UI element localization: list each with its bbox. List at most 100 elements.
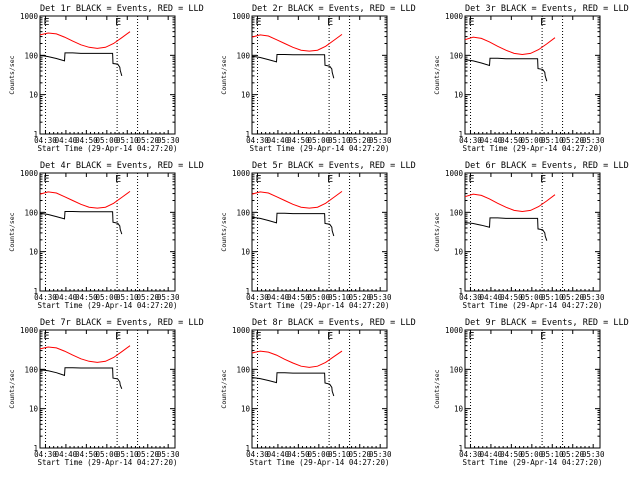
x-tick-label: 04:40: [55, 293, 78, 302]
x-tick-label: 04:30: [34, 293, 57, 302]
x-tick-label: 04:40: [55, 136, 78, 145]
event-end-marker: E: [115, 17, 121, 28]
panel-title: Det 1r BLACK = Events, RED = LLD: [40, 4, 204, 14]
x-tick-label: 05:20: [561, 136, 584, 145]
x-tick-label: 05:30: [157, 293, 180, 302]
x-tick-label: 05:20: [348, 450, 371, 459]
panel-title: Det 8r BLACK = Events, RED = LLD: [252, 318, 416, 328]
event-end-marker: E: [540, 17, 546, 28]
x-axis-label: Start Time (29-Apr-14 04:27:20): [38, 301, 178, 310]
y-tick-label: 10: [29, 91, 39, 100]
x-tick-label: 04:30: [246, 293, 269, 302]
y-tick-label: 1: [33, 130, 38, 139]
y-tick-label: 1000: [232, 169, 251, 178]
x-tick-label: 04:40: [267, 293, 290, 302]
lld-series-line: [464, 193, 556, 213]
x-tick-label: 04:50: [75, 293, 98, 302]
x-axis-label: Start Time (29-Apr-14 04:27:20): [463, 144, 603, 153]
x-tick-label: 04:50: [500, 136, 523, 145]
x-tick-label: 04:40: [267, 450, 290, 459]
detector-panel: Det 8r BLACK = Events, RED = LLD 04:3004:…: [220, 318, 416, 467]
x-tick-label: 05:00: [521, 136, 544, 145]
y-tick-label: 1000: [20, 12, 39, 21]
panel-title: Det 7r BLACK = Events, RED = LLD: [40, 318, 204, 328]
x-tick-label: 05:20: [136, 450, 159, 459]
x-tick-label: 05:10: [116, 136, 139, 145]
y-axis-label: Counts/sec: [220, 55, 228, 94]
y-tick-label: 1: [245, 287, 250, 296]
x-tick-label: 04:50: [500, 450, 523, 459]
x-tick-label: 05:30: [157, 136, 180, 145]
y-tick-label: 1000: [232, 326, 251, 335]
y-tick-label: 100: [449, 51, 463, 60]
event-start-marker: E: [469, 331, 475, 342]
events-series-line: [464, 57, 548, 82]
y-axis-label: Counts/sec: [8, 369, 16, 408]
x-tick-label: 05:30: [157, 450, 180, 459]
plot-frame: [39, 172, 176, 292]
x-tick-label: 05:10: [541, 136, 564, 145]
x-tick-label: 05:10: [328, 136, 351, 145]
y-tick-label: 10: [241, 248, 251, 257]
x-tick-label: 05:30: [369, 450, 392, 459]
x-axis-label: Start Time (29-Apr-14 04:27:20): [250, 301, 390, 310]
event-start-marker: E: [469, 174, 475, 185]
x-tick-label: 04:50: [287, 293, 310, 302]
y-tick-label: 10: [241, 405, 251, 414]
plot-frame: [251, 329, 388, 449]
x-axis-label: Start Time (29-Apr-14 04:27:20): [463, 458, 603, 467]
y-tick-label: 10: [29, 248, 39, 257]
lld-series-line: [251, 350, 343, 368]
x-tick-label: 04:30: [246, 450, 269, 459]
detector-panel: Det 3r BLACK = Events, RED = LLD 04:30 04:…: [433, 4, 629, 153]
x-tick-label: 05:00: [308, 136, 331, 145]
x-tick-label: 04:40: [480, 293, 503, 302]
plot-frame: [39, 329, 176, 449]
y-tick-label: 1000: [20, 169, 39, 178]
event-start-marker: E: [44, 174, 50, 185]
y-tick-label: 100: [24, 208, 38, 217]
x-tick-label: 05:20: [348, 136, 371, 145]
y-axis-label: Counts/sec: [220, 369, 228, 408]
plot-frame: [39, 15, 176, 135]
y-tick-label: 10: [454, 91, 464, 100]
panel-title: Det 3r BLACK = Events, RED = LLD: [465, 4, 629, 14]
y-tick-label: 10: [241, 91, 251, 100]
x-tick-label: 05:20: [348, 293, 371, 302]
detector-panel: Det 2r BLACK = Events, RED = LLD04:3004:…: [220, 4, 416, 153]
y-tick-label: 1000: [445, 169, 464, 178]
panel-title: Det 6r BLACK = Events, RED = LLD: [465, 161, 629, 171]
x-tick-label: 04:50: [500, 293, 523, 302]
event-start-marker: E: [256, 331, 262, 342]
y-tick-label: 100: [449, 365, 463, 374]
panel-title: Det 5r BLACK = Events, RED = LLD: [252, 161, 416, 171]
lld-series-line: [251, 190, 343, 209]
y-tick-label: 10: [29, 405, 39, 414]
y-axis-label: Counts/sec: [433, 55, 441, 94]
detector-panel: Det 6r BLACK = Events, RED = LLD04:3004:…: [433, 161, 629, 310]
x-tick-label: 05:10: [116, 450, 139, 459]
x-tick-label: 05:30: [369, 293, 392, 302]
x-tick-label: 05:20: [561, 293, 584, 302]
x-tick-label: 04:50: [75, 136, 98, 145]
x-tick-label: 05:00: [521, 450, 544, 459]
x-tick-label: 04:40: [55, 450, 78, 459]
detector-panel: Det 9r BLACK = Events, RED = LLD04:3004:…: [433, 318, 629, 467]
x-tick-label: 05:00: [96, 136, 119, 145]
x-tick-label: 04:30: [34, 450, 57, 459]
events-series-line: [251, 212, 335, 237]
x-tick-label: 04:30: [246, 136, 269, 145]
y-tick-label: 1: [33, 287, 38, 296]
lld-series-line: [464, 36, 556, 56]
x-tick-label: 04:30: [459, 136, 482, 145]
x-tick-label: 04:30: [34, 136, 57, 145]
detector-panel: Det 7r BLACK = Events, RED = LLD 04:3004:…: [8, 318, 204, 467]
y-tick-label: 100: [236, 365, 250, 374]
y-tick-label: 1000: [20, 326, 39, 335]
lld-series-line: [39, 345, 131, 363]
y-tick-label: 1: [458, 287, 463, 296]
y-axis-label: Counts/sec: [433, 369, 441, 408]
y-tick-label: 10: [454, 248, 464, 257]
y-tick-label: 100: [24, 51, 38, 60]
y-axis-label: Counts/sec: [8, 212, 16, 251]
